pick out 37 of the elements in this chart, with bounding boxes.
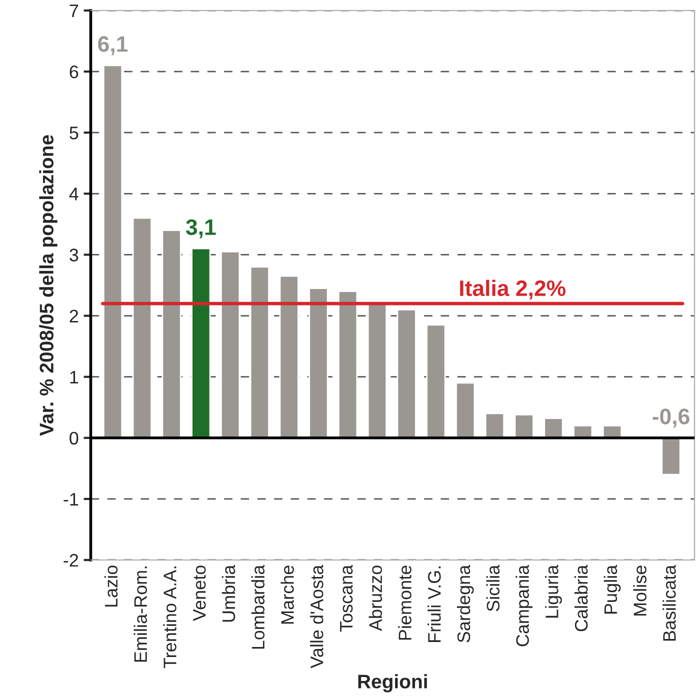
x-tick-label: Calabria <box>574 564 588 632</box>
x-tick-label: Sicilia <box>486 564 500 612</box>
x-tick-label: Basilicata <box>662 564 676 641</box>
y-tick-label: -1 <box>64 493 78 506</box>
x-tick-label: Emilia-Rom. <box>134 566 148 662</box>
y-tick-label: 4 <box>69 188 78 200</box>
x-tick-label: Valle d'Aosta <box>310 564 324 668</box>
bar <box>661 437 681 476</box>
x-tick-label: Friuli V.G. <box>428 566 441 642</box>
ref-line-label: Italia 2,2% <box>460 280 566 300</box>
data-label: -0,6 <box>652 408 690 428</box>
x-tick-label: Abruzzo <box>368 566 382 632</box>
data-label: 6,1 <box>98 36 128 56</box>
x-tick-label: Molise <box>633 566 646 616</box>
y-tick-label: 0 <box>70 432 78 445</box>
y-tick-label: 7 <box>70 4 78 18</box>
x-tick-label: Veneto <box>193 566 206 622</box>
y-tick-label: 1 <box>70 370 78 384</box>
y-tick-label: 2 <box>70 310 78 322</box>
y-tick-label: 5 <box>70 126 78 140</box>
x-tick-label: Lombardia <box>251 564 265 649</box>
x-tick-label: Marche <box>280 566 294 624</box>
y-axis-title: Var. % 2008/05 della popolazione <box>39 135 58 436</box>
y-tick-label: 3 <box>70 248 78 262</box>
x-tick-label: Campania <box>516 564 533 646</box>
data-label: 3,1 <box>186 219 216 238</box>
x-tick-label: Piemonte <box>398 566 412 640</box>
x-axis-title: Regioni <box>358 674 427 692</box>
y-tick-label: 6 <box>70 65 78 78</box>
x-tick-label: Puglia <box>604 564 621 614</box>
x-tick-label: Lazio <box>104 566 118 607</box>
x-tick-label: Trentino A.A. <box>163 566 176 668</box>
x-tick-label: Toscana <box>340 564 353 632</box>
x-tick-label: Umbria <box>222 564 236 622</box>
x-tick-label: Liguria <box>545 564 562 618</box>
x-tick-label: Sardegna <box>456 564 474 642</box>
y-tick-label: -2 <box>64 554 78 567</box>
